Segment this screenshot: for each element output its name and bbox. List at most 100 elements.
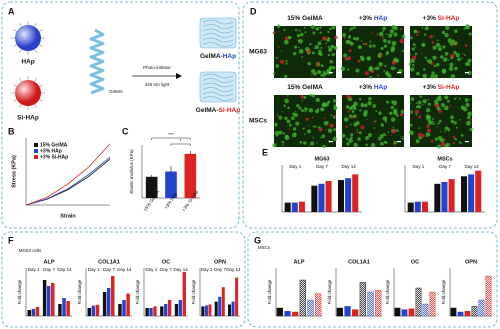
cell (275, 56, 278, 59)
cell (426, 124, 430, 128)
cell (300, 109, 304, 113)
bar (352, 309, 359, 317)
cell (281, 111, 283, 113)
cell (383, 44, 388, 48)
cell (420, 52, 423, 55)
bar (471, 306, 478, 317)
cell (453, 50, 457, 55)
header-part: +3% (359, 84, 372, 91)
cell (422, 68, 426, 71)
label: Day 14 (117, 267, 132, 272)
cell (401, 34, 406, 39)
cell (274, 122, 278, 127)
label: Fold change (385, 279, 390, 304)
cell (321, 102, 327, 107)
cell (371, 31, 374, 34)
cell (423, 33, 427, 36)
cell (426, 128, 431, 133)
cell (452, 39, 455, 43)
cell (440, 103, 445, 108)
cell (367, 100, 372, 106)
cell (292, 127, 297, 131)
cell (399, 38, 405, 44)
cell (298, 106, 302, 110)
cell (346, 94, 351, 100)
bar (182, 272, 186, 316)
cell (281, 140, 285, 144)
cell (284, 74, 288, 78)
cell (415, 139, 420, 144)
label: MSCs (437, 156, 452, 162)
product-part: Si-HAp (219, 107, 241, 114)
cell (441, 68, 447, 74)
cell (447, 127, 450, 130)
cell (332, 99, 337, 103)
bar (102, 292, 107, 316)
bar (51, 283, 55, 316)
label: Stress (KPa) (11, 155, 17, 188)
spike (19, 23, 22, 27)
cell (314, 45, 319, 50)
cell (437, 144, 441, 149)
cell (465, 102, 470, 108)
mesh (202, 19, 234, 25)
cell (342, 53, 347, 58)
hap-sphere (15, 25, 41, 51)
cell (327, 30, 330, 34)
product-part: GelMA- (196, 107, 219, 114)
bar (95, 304, 100, 316)
cell (320, 107, 325, 112)
cell (368, 97, 372, 101)
bar (338, 180, 345, 212)
bar (375, 290, 382, 317)
cell (317, 41, 322, 46)
cell (364, 42, 368, 46)
bar (42, 280, 47, 316)
cell (412, 55, 417, 60)
cell (376, 33, 379, 36)
cell (443, 105, 449, 111)
cell (379, 54, 383, 57)
cell (414, 109, 419, 114)
cell (360, 102, 364, 106)
header-part: GelMA (302, 15, 323, 22)
label: Si-HAp (17, 115, 39, 122)
cell (360, 56, 365, 62)
cell (308, 108, 314, 113)
cell (444, 33, 449, 38)
cell (436, 39, 439, 42)
cell (294, 28, 298, 32)
cell (312, 31, 316, 35)
bar (164, 304, 168, 316)
cell (279, 59, 285, 64)
cell (294, 45, 298, 49)
cell (304, 97, 306, 99)
cell (373, 120, 376, 123)
cell (344, 57, 348, 61)
cell (360, 40, 363, 42)
cell (290, 116, 295, 121)
product-part: GelMA- (200, 53, 223, 60)
cell (325, 129, 327, 131)
cell (283, 28, 286, 32)
cell (272, 72, 276, 76)
cell (385, 51, 390, 55)
cell (425, 108, 431, 113)
cell (391, 117, 396, 122)
cell (319, 26, 322, 29)
cell (390, 134, 393, 136)
cell (312, 73, 315, 75)
cell (311, 116, 314, 119)
cell (469, 118, 472, 121)
cell (322, 36, 327, 41)
cell (440, 55, 444, 59)
cell (450, 115, 454, 120)
cell (433, 35, 435, 37)
cell (422, 74, 424, 77)
mesh (202, 33, 234, 38)
bar (292, 311, 299, 317)
cell (353, 114, 357, 119)
cell (412, 63, 415, 67)
cell (320, 46, 323, 49)
